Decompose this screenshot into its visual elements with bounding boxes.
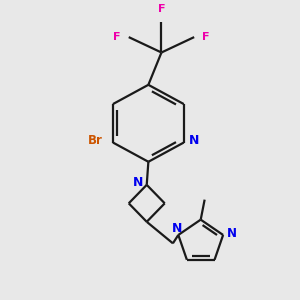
Text: N: N (188, 134, 199, 147)
Text: N: N (134, 176, 144, 189)
Text: F: F (113, 32, 121, 42)
Text: Br: Br (88, 134, 102, 148)
Text: F: F (202, 32, 210, 42)
Text: N: N (227, 227, 237, 240)
Text: F: F (158, 4, 165, 14)
Text: N: N (172, 222, 182, 235)
